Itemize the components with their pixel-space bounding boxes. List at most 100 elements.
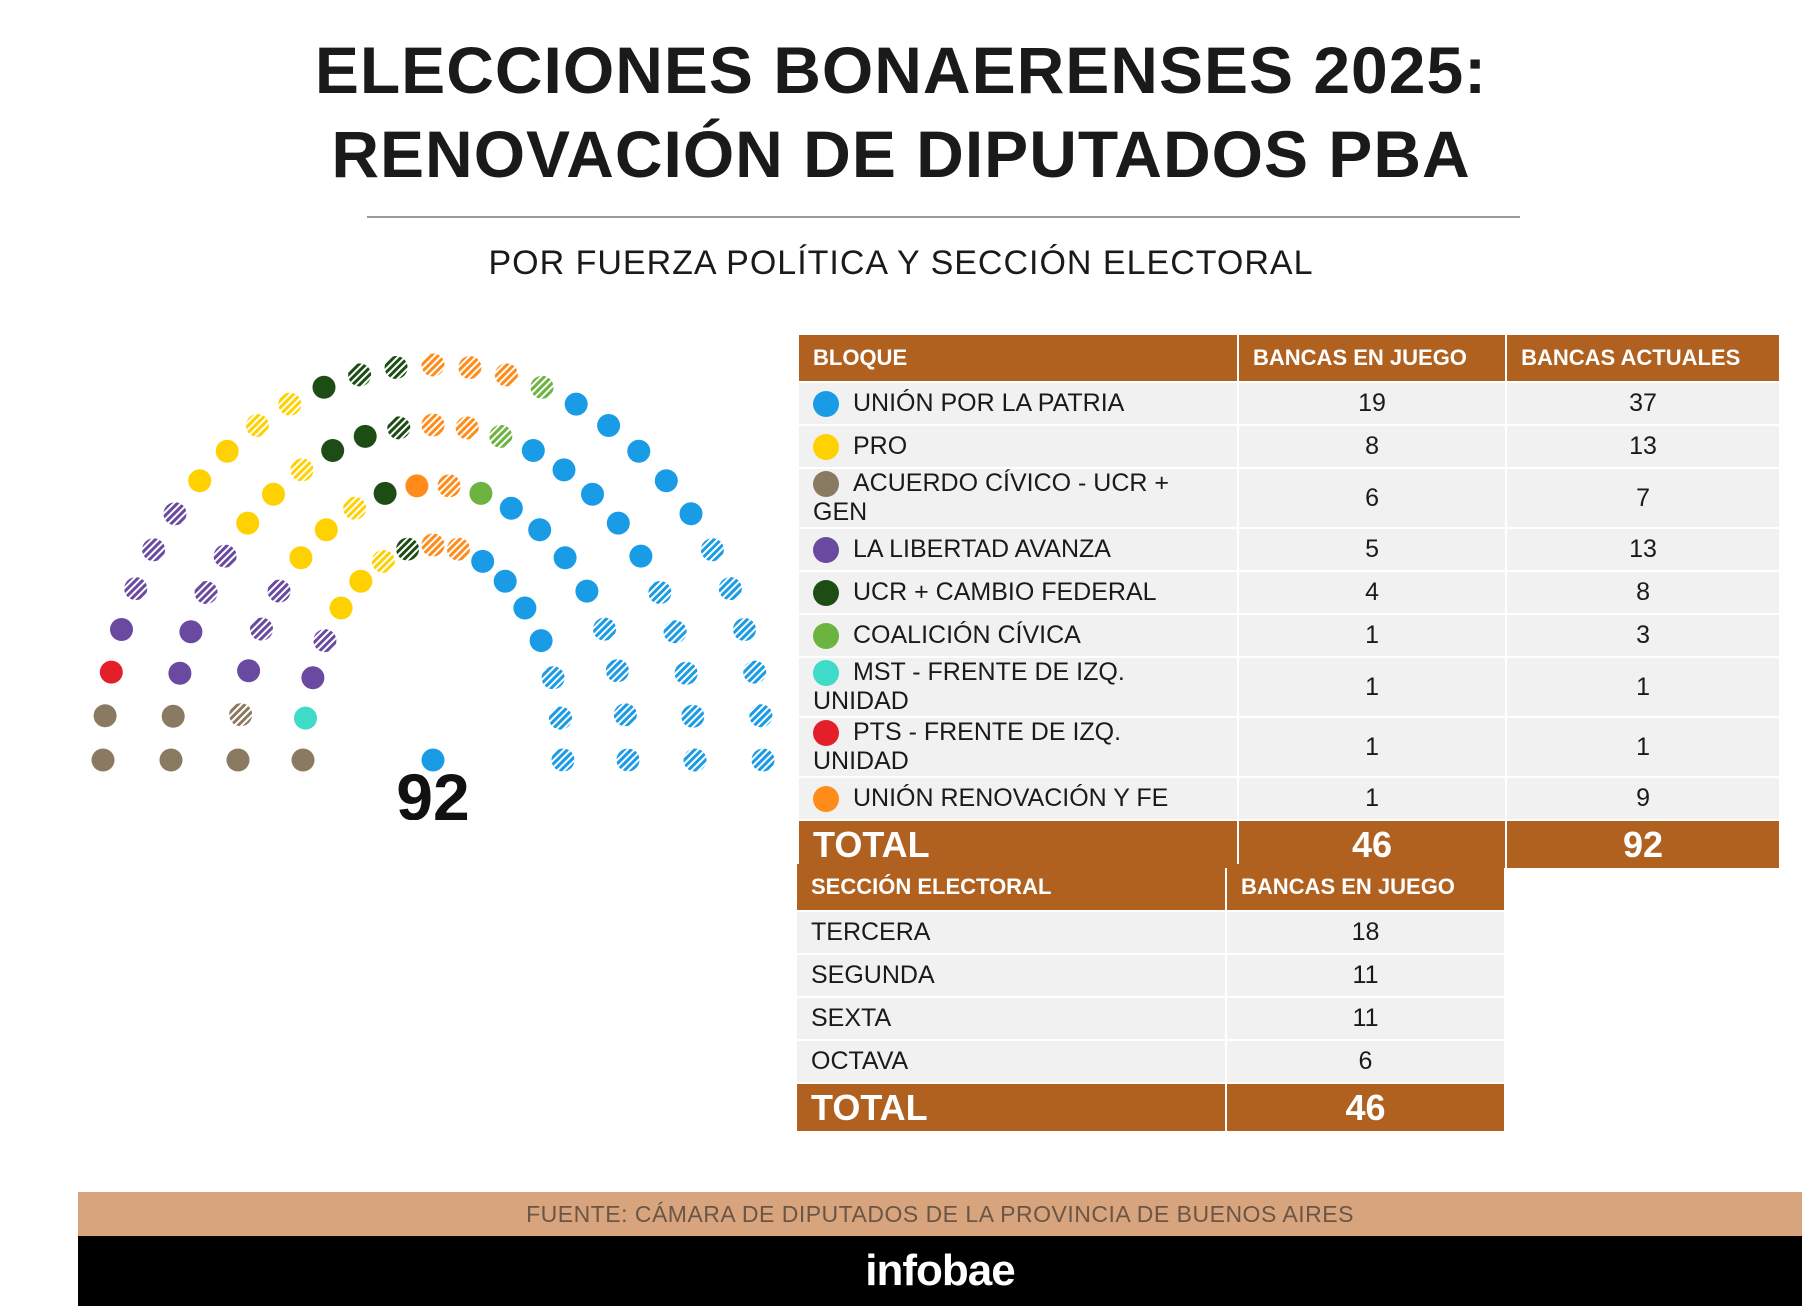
seccion-name: OCTAVA (797, 1041, 1225, 1082)
en-juego-cell: 4 (1239, 572, 1506, 613)
seat-in-play (469, 481, 493, 505)
seat-in-play (93, 704, 117, 728)
seat-not-in-play (245, 414, 269, 437)
bloque-name: PTS - FRENTE DE IZQ. UNIDAD (813, 718, 1122, 775)
seccion-name: SEXTA (797, 998, 1225, 1039)
seat-not-in-play (229, 703, 253, 727)
actuales-cell: 37 (1507, 383, 1779, 424)
bloque-cell: PTS - FRENTE DE IZQ. UNIDAD (799, 718, 1237, 776)
actuales-cell: 8 (1507, 572, 1779, 613)
party-color-dot (813, 786, 839, 813)
seat-not-in-play (530, 375, 554, 399)
seat-not-in-play (541, 666, 565, 690)
party-color-dot (813, 720, 839, 747)
seat-not-in-play (674, 661, 698, 685)
party-color-dot (813, 537, 839, 564)
seat-in-play (597, 414, 621, 437)
subtitle: POR FUERZA POLÍTICA Y SECCIÓN ELECTORAL (488, 244, 1314, 282)
bloque-name: LA LIBERTAD AVANZA (853, 535, 1111, 563)
seat-not-in-play (267, 579, 291, 603)
seat-not-in-play (421, 353, 445, 377)
seat-not-in-play (681, 704, 705, 728)
table-row: PRO 8 13 (799, 426, 1779, 467)
en-juego-cell: 11 (1227, 998, 1504, 1039)
actuales-cell: 7 (1507, 469, 1779, 527)
actuales-cell: 1 (1507, 718, 1779, 776)
seat-in-play (226, 748, 250, 772)
en-juego-cell: 1 (1239, 778, 1506, 819)
seat-in-play (493, 569, 517, 593)
seat-not-in-play (437, 474, 461, 498)
seat-in-play (405, 474, 429, 498)
seccion-name: TERCERA (797, 912, 1225, 953)
seat-in-play (168, 661, 192, 685)
bloque-cell: PRO (799, 426, 1237, 467)
seat-not-in-play (213, 544, 237, 568)
total-label: TOTAL (797, 1084, 1225, 1131)
seat-in-play (471, 549, 495, 573)
seat-in-play (499, 496, 523, 520)
total-en-juego: 46 (1227, 1084, 1504, 1131)
seat-in-play (329, 596, 353, 620)
bloques-table: BLOQUE BANCAS EN JUEGO BANCAS ACTUALES U… (797, 333, 1781, 870)
en-juego-cell: 19 (1239, 383, 1506, 424)
seat-in-play (236, 511, 260, 535)
party-color-dot (813, 471, 839, 498)
actuales-cell: 13 (1507, 426, 1779, 467)
party-color-dot (813, 623, 839, 650)
col-header-bloque: BLOQUE (799, 335, 1237, 381)
seat-not-in-play (613, 703, 637, 727)
total-seats-label: 92 (396, 760, 469, 820)
table-row: MST - FRENTE DE IZQ. UNIDAD 1 1 (799, 658, 1779, 716)
table-row: PTS - FRENTE DE IZQ. UNIDAD 1 1 (799, 718, 1779, 776)
seat-not-in-play (593, 617, 616, 641)
title-line-1: ELECCIONES BONAERENSES 2025: (314, 33, 1488, 107)
seat-in-play (627, 439, 651, 463)
seat-not-in-play (313, 629, 337, 653)
seat-not-in-play (421, 413, 445, 437)
col-header-en-juego: BANCAS EN JUEGO (1227, 864, 1504, 910)
seat-in-play (314, 518, 338, 542)
seat-not-in-play (446, 537, 470, 561)
seat-not-in-play (384, 356, 408, 379)
seat-in-play (294, 706, 317, 730)
seat-in-play (629, 544, 653, 568)
seat-in-play (606, 511, 630, 535)
bloque-cell: COALICIÓN CÍVICA (799, 615, 1237, 656)
seat-not-in-play (348, 363, 372, 387)
seat-not-in-play (549, 706, 572, 730)
seat-in-play (552, 458, 576, 482)
bloque-cell: UCR + CAMBIO FEDERAL (799, 572, 1237, 613)
seat-in-play (575, 579, 599, 603)
seat-in-play (679, 502, 703, 526)
seat-not-in-play (455, 416, 479, 440)
total-label: TOTAL (799, 821, 1237, 868)
seat-not-in-play (605, 659, 629, 683)
seat-not-in-play (421, 533, 445, 557)
seat-not-in-play (733, 618, 756, 641)
seat-not-in-play (494, 363, 518, 387)
table-row: OCTAVA 6 (797, 1041, 1504, 1082)
seat-in-play (179, 620, 203, 644)
bloque-cell: ACUERDO CÍVICO - UCR + GEN (799, 469, 1237, 527)
seat-in-play (237, 659, 261, 683)
seat-in-play (161, 704, 185, 728)
total-row: TOTAL 46 92 (799, 821, 1779, 868)
seat-in-play (581, 482, 604, 506)
table-row: UCR + CAMBIO FEDERAL 4 8 (799, 572, 1779, 613)
en-juego-cell: 18 (1227, 912, 1504, 953)
source-note: FUENTE: CÁMARA DE DIPUTADOS DE LA PROVIN… (78, 1192, 1802, 1236)
actuales-cell: 1 (1507, 658, 1779, 716)
seat-in-play (349, 569, 373, 593)
seat-in-play (513, 596, 537, 620)
party-color-dot (813, 434, 839, 461)
seat-in-play (188, 469, 212, 493)
actuales-cell: 3 (1507, 615, 1779, 656)
col-header-en-juego: BANCAS EN JUEGO (1239, 335, 1506, 381)
total-actuales: 92 (1507, 821, 1779, 868)
seat-not-in-play (163, 502, 187, 526)
title-divider (367, 216, 1520, 218)
actuales-cell: 9 (1507, 778, 1779, 819)
seat-not-in-play (663, 620, 687, 644)
bloque-cell: UNIÓN RENOVACIÓN Y FE (799, 778, 1237, 819)
